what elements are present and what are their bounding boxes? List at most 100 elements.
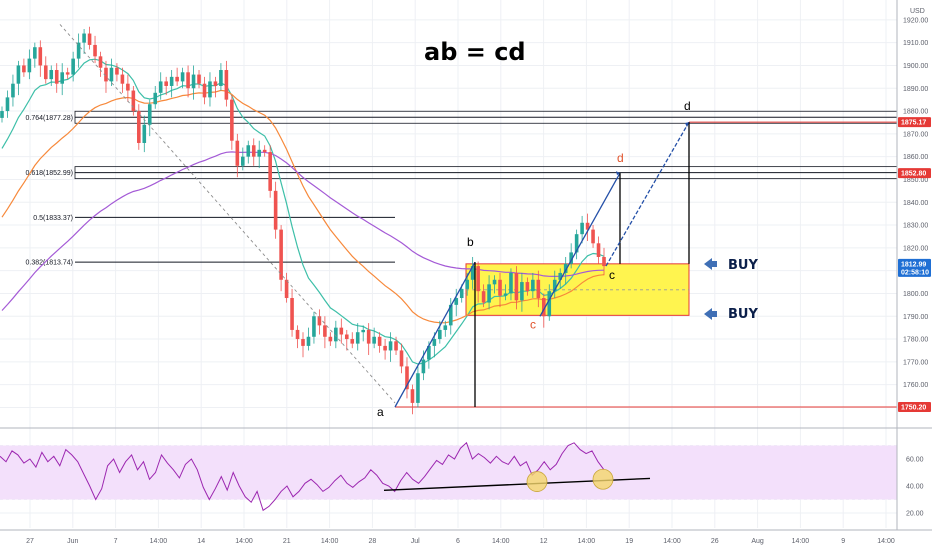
price-tag-value: 1852.80 xyxy=(901,171,926,178)
candle-body xyxy=(350,339,355,344)
candle-body xyxy=(301,339,305,346)
candle-body xyxy=(98,56,103,68)
rsi-tick-label: 60.00 xyxy=(906,457,924,464)
candle-body xyxy=(115,67,119,75)
candle-body xyxy=(262,149,267,153)
x-tick-label: 6 xyxy=(456,538,460,545)
candle-body xyxy=(459,288,464,299)
candle-body xyxy=(224,70,229,100)
cd-leg-second xyxy=(605,121,690,267)
point-label-d: d xyxy=(617,151,624,165)
candle-body xyxy=(443,325,448,330)
candle-body xyxy=(602,256,606,267)
candle-body xyxy=(131,90,136,112)
buy-arrow-icon xyxy=(704,308,717,320)
candle-body xyxy=(126,83,130,91)
candle-body xyxy=(49,70,54,80)
y-tick-label: 1880.00 xyxy=(903,109,928,116)
x-tick-label: 12 xyxy=(540,538,548,545)
candle-body xyxy=(175,76,179,82)
candle-body xyxy=(421,359,426,374)
price-tag-box xyxy=(898,168,931,179)
y-tick-label: 1830.00 xyxy=(903,223,928,230)
x-tick-label: 26 xyxy=(711,538,719,545)
ema-fast-line xyxy=(1,58,605,365)
y-tick-label: 1920.00 xyxy=(903,17,928,24)
ema-mid-line xyxy=(1,89,605,324)
x-tick-label: 14:00 xyxy=(492,538,510,545)
candle-body xyxy=(180,72,185,82)
ema-slow-line xyxy=(1,151,605,311)
candle-body xyxy=(448,304,453,326)
candle-body xyxy=(394,341,398,351)
x-tick-label: 14:00 xyxy=(235,538,253,545)
candle-body xyxy=(284,279,289,299)
candle-body xyxy=(569,252,573,264)
price-tag-box xyxy=(898,117,931,128)
candle-body xyxy=(476,266,480,292)
candle-body xyxy=(465,279,469,289)
candle-body xyxy=(279,229,283,280)
candle-body xyxy=(361,329,365,333)
ab-leg xyxy=(394,261,476,408)
x-tick-label: 14 xyxy=(197,538,205,545)
currency-label: USD xyxy=(910,8,925,15)
candle-body xyxy=(22,65,26,73)
candle-body xyxy=(574,234,579,253)
fib-level-label: 0.382(1813.74) xyxy=(26,260,73,267)
x-tick-label: Jun xyxy=(67,538,78,545)
candle-body xyxy=(323,325,327,337)
y-tick-label: 1870.00 xyxy=(903,131,928,138)
candle-body xyxy=(11,83,15,98)
price-tag: 1875.17 xyxy=(898,117,931,128)
y-tick-label: 1800.00 xyxy=(903,291,928,298)
point-label-c: c xyxy=(530,317,536,331)
buy-arrow-icon xyxy=(704,258,717,270)
candle-body xyxy=(33,47,37,59)
y-tick-label: 1850.00 xyxy=(903,177,928,184)
x-tick-label: 28 xyxy=(369,538,377,545)
candle-body xyxy=(71,58,75,75)
candle-body xyxy=(585,222,590,230)
candle-body xyxy=(109,67,114,82)
rsi-line xyxy=(0,441,605,512)
rsi-tick-label: 40.00 xyxy=(906,484,924,491)
x-tick-label: 9 xyxy=(841,538,845,545)
candle-body xyxy=(208,81,212,98)
candle-body xyxy=(16,65,21,84)
trend-diagonal xyxy=(59,24,396,404)
fib-level-label: 0.5(1833.37) xyxy=(33,215,73,222)
y-tick-label: 1820.00 xyxy=(903,245,928,252)
candle-body xyxy=(552,279,557,292)
candle-body xyxy=(273,190,278,230)
candle-body xyxy=(169,76,174,86)
candle-body xyxy=(427,345,431,360)
candle-body xyxy=(410,389,415,403)
candle-body xyxy=(438,329,442,340)
y-tick-label: 1900.00 xyxy=(903,63,928,70)
candle-body xyxy=(295,329,300,340)
candle-body xyxy=(0,111,4,118)
candle-body xyxy=(153,92,158,105)
candle-body xyxy=(383,345,387,351)
candle-body xyxy=(257,149,262,157)
abcd-pattern: a b c d c d xyxy=(59,24,691,419)
arrow-head xyxy=(616,171,620,176)
rsi-indicator xyxy=(0,441,651,512)
candle-body xyxy=(82,33,86,43)
x-tick-label: Jul xyxy=(411,538,420,545)
x-tick-label: 14:00 xyxy=(321,538,339,545)
candle-body xyxy=(547,291,552,317)
candle-body xyxy=(246,145,251,157)
rsi-tick-label: 20.00 xyxy=(906,511,924,518)
cd-leg-first xyxy=(539,172,621,317)
candle-body xyxy=(104,67,108,82)
candle-body xyxy=(317,316,322,326)
candle-body xyxy=(481,291,486,303)
candle-body xyxy=(454,298,459,305)
candle-body xyxy=(596,243,601,257)
candle-body xyxy=(509,272,513,294)
x-tick-label: 14:00 xyxy=(150,538,168,545)
